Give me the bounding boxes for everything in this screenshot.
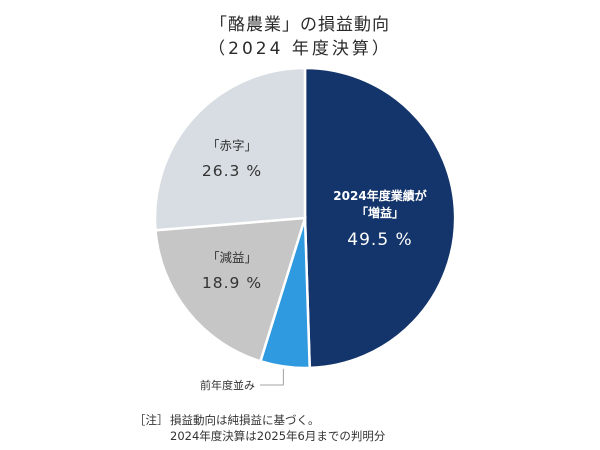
note-line-2: 2024年度決算は2025年6月までの判明分 [170,429,386,443]
slice-label-0-line-1: 「増益」 [356,205,404,220]
slice-value-2: 18.9 % [202,274,262,292]
note-line-1: 損益動向は純損益に基づく。 [170,413,320,427]
note-prefix: ［注］ [134,413,169,427]
pie-slice-0 [303,66,457,370]
pie-slice-2 [154,216,307,363]
pie-slice-3 [153,66,307,232]
slice-value-3: 26.3 % [202,162,262,180]
slice-label-2-line-0: 「減益」 [207,250,257,265]
slice-leader-line-1 [260,368,284,386]
chart-title-line-2: （2024 年度決算） [208,39,392,59]
slice-label-1-line-0: 前年度並み [200,378,255,392]
slice-value-0: 49.5 % [347,230,412,250]
slice-label-0-line-0: 2024年度業績が [333,188,426,203]
chart-title-line-1: 「酪農業」の損益動向 [210,15,390,35]
slice-label-3-line-0: 「赤字」 [207,138,257,153]
